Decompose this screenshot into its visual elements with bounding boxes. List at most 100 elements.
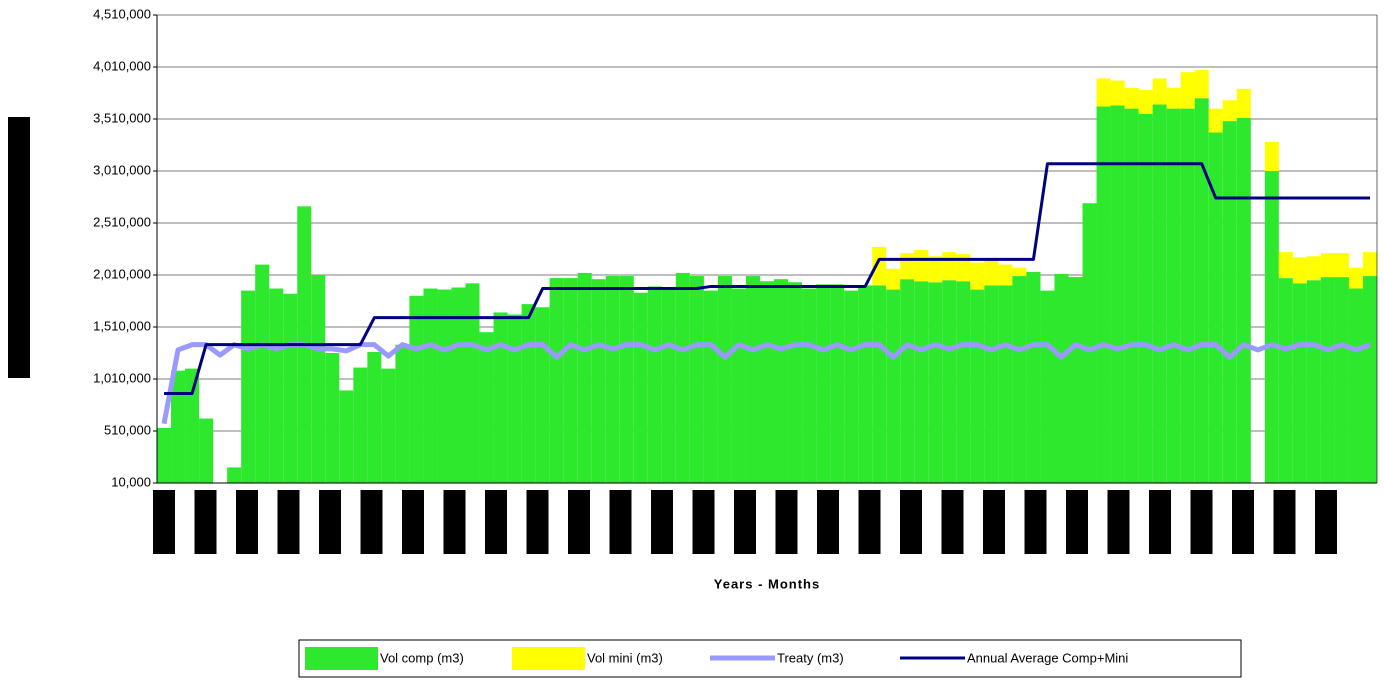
- bar-segment: [1110, 105, 1125, 483]
- x-axis-title: Years - Months: [714, 576, 820, 591]
- x-tick-label-redacted: [1273, 490, 1296, 554]
- bar-segment: [1222, 121, 1237, 483]
- bar-segment: [269, 288, 284, 483]
- bar-segment: [1236, 88, 1251, 118]
- bar-segment: [381, 368, 396, 483]
- bar-segment: [1264, 171, 1279, 483]
- bar-segment: [1152, 104, 1167, 483]
- bar-segment: [998, 285, 1013, 483]
- x-tick-label-redacted: [692, 490, 715, 554]
- bar-segment: [1292, 283, 1307, 483]
- bar-segment: [241, 290, 256, 483]
- bar-segment: [816, 284, 831, 483]
- bar-segment: [1362, 276, 1377, 483]
- bar-segment: [325, 353, 340, 483]
- x-tick-label-redacted: [651, 490, 673, 554]
- legend-label: Treaty (m3): [777, 650, 844, 665]
- x-tick-label-redacted: [319, 490, 341, 554]
- x-tick-label-redacted: [1149, 490, 1171, 554]
- bar-segment: [914, 250, 929, 282]
- bar-segment: [465, 283, 480, 483]
- bar-segment: [157, 427, 172, 483]
- x-tick-label-redacted: [609, 490, 632, 554]
- bar-segment: [802, 288, 817, 483]
- bar-segment: [703, 290, 718, 483]
- bar-segment: [255, 264, 270, 483]
- y-tick-label: 4,510,000: [93, 6, 151, 21]
- bar-segment: [956, 254, 971, 282]
- bar-segment: [1348, 288, 1363, 483]
- bar-segment: [185, 368, 200, 483]
- y-tick-label: 2,510,000: [93, 214, 151, 229]
- x-tick-label-redacted: [443, 490, 466, 554]
- bar-segment: [1320, 277, 1335, 483]
- bar-segment: [1194, 98, 1209, 483]
- bar-segment: [493, 312, 508, 483]
- bar-segment: [956, 281, 971, 483]
- bar-segment: [745, 276, 760, 483]
- x-tick-label-redacted: [194, 490, 217, 554]
- bar-segment: [1166, 108, 1181, 483]
- y-tick-label: 1,010,000: [93, 370, 151, 385]
- bar-segment: [900, 279, 915, 483]
- bar-segment: [353, 367, 368, 483]
- bar-segment: [549, 278, 564, 483]
- bar-segment: [1208, 108, 1223, 133]
- bar-segment: [731, 288, 746, 483]
- line-series: [164, 162, 1370, 396]
- x-tick-label-redacted: [1190, 490, 1213, 554]
- bar-segment: [774, 279, 789, 483]
- bar-segment: [1096, 78, 1111, 107]
- y-tick-label: 10,000: [111, 474, 151, 489]
- x-tick-label-redacted: [983, 490, 1005, 554]
- bar-segment: [1236, 117, 1251, 484]
- bar-segment: [984, 260, 999, 286]
- bar-segment: [409, 295, 424, 483]
- bar-segment: [283, 293, 298, 483]
- x-tick-label-redacted: [817, 490, 839, 554]
- bar-segment: [1124, 108, 1139, 483]
- bar-segment: [1012, 276, 1027, 483]
- y-tick-label: 3,010,000: [93, 162, 151, 177]
- legend-label: Vol comp (m3): [380, 650, 464, 665]
- bar-segment: [872, 246, 887, 286]
- x-tick-label-redacted: [485, 490, 507, 554]
- bar-segment: [437, 289, 452, 483]
- x-tick-label-redacted: [1315, 490, 1337, 554]
- bar-segment: [1166, 87, 1181, 109]
- bar-segment: [1138, 113, 1153, 484]
- x-tick-label-redacted: [1232, 490, 1254, 554]
- x-tick-label-redacted: [360, 490, 383, 554]
- bar-segment: [227, 467, 242, 483]
- legend-swatch: [512, 647, 585, 670]
- x-tick-label-redacted: [277, 490, 300, 554]
- bar-segment: [689, 276, 704, 483]
- x-tick-label-redacted: [526, 490, 549, 554]
- bar-segment: [1334, 253, 1349, 278]
- bar-segment: [928, 256, 943, 283]
- bar-segment: [1208, 132, 1223, 483]
- y-tick-label: 510,000: [104, 422, 151, 437]
- bar-segment: [900, 253, 915, 280]
- y-tick-label: 2,010,000: [93, 266, 151, 281]
- x-tick-label-redacted: [941, 490, 964, 554]
- bar-segment: [1026, 271, 1041, 483]
- bar-segment: [1306, 280, 1321, 483]
- x-tick-label-redacted: [858, 490, 881, 554]
- y-tick-label: 4,010,000: [93, 58, 151, 73]
- bar-segment: [535, 307, 550, 483]
- bar-segment: [1180, 72, 1195, 109]
- bar-segment: [914, 281, 929, 483]
- bar-segment: [479, 332, 494, 483]
- bar-segment: [423, 288, 438, 483]
- x-tick-label-redacted: [1066, 490, 1088, 554]
- bar-segment: [830, 284, 845, 483]
- bar-segment: [1012, 267, 1027, 277]
- bar-segment: [647, 286, 662, 483]
- bar-segment: [1278, 278, 1293, 483]
- bar-segment: [1362, 252, 1377, 277]
- x-tick-label-redacted: [775, 490, 798, 554]
- bar-segment: [1124, 87, 1139, 109]
- bar-segment: [171, 370, 186, 483]
